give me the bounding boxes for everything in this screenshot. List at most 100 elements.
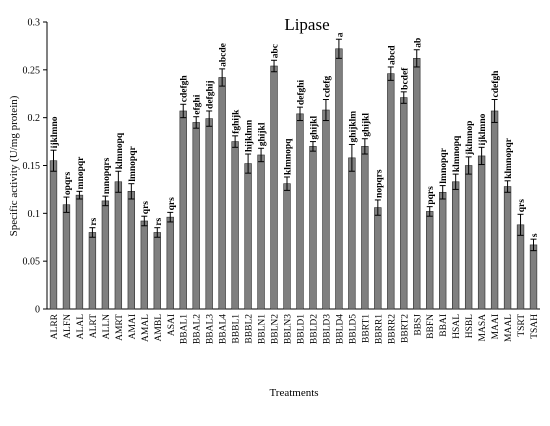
significance-label: ghijkl [361, 113, 371, 137]
category-label: BBLN1 [258, 314, 268, 344]
significance-label: ab [413, 38, 423, 48]
significance-label: pqrs [426, 186, 436, 205]
significance-label: klmnopq [284, 138, 294, 175]
bar-masa [477, 155, 486, 310]
category-label: ALRT [89, 314, 99, 338]
significance-label: abc [271, 44, 281, 58]
bar-bbfn [426, 211, 434, 310]
bar-hsbl [464, 165, 473, 310]
bar-bbrt1 [361, 146, 369, 310]
category-label: BBAL2 [193, 314, 203, 344]
category-label: BBAL4 [219, 314, 229, 344]
significance-label: qrs [141, 201, 151, 215]
category-label: BBAL1 [180, 314, 190, 344]
significance-label: ijklmno [50, 116, 60, 148]
bar-maal [503, 186, 512, 310]
category-label: ALRR [50, 313, 60, 339]
category-label: MAAL [504, 314, 514, 342]
bar-bbld4 [335, 48, 343, 310]
bar-alln [101, 200, 110, 310]
category-label: BBBL1 [232, 314, 242, 344]
y-tick-label: 0.05 [23, 257, 41, 268]
chart-marks: 0 0.05 0.1 0.15 0.2 0.25 0.3 ijklmno ALRR opqrs AL… [23, 18, 541, 345]
category-label: BBRR2 [387, 314, 397, 344]
bar-bbrt2 [400, 97, 408, 310]
significance-label: qrs [167, 197, 177, 211]
y-tick-label: 0.15 [23, 161, 41, 172]
significance-label: defghij [206, 80, 216, 109]
bar-bbrr2 [387, 73, 395, 310]
category-label: BBBL2 [245, 314, 255, 344]
bar-bbbl1 [231, 141, 239, 310]
category-label: BBLD1 [296, 314, 306, 344]
significance-label: jklmnop [465, 121, 475, 156]
category-label: BBAL3 [206, 314, 216, 344]
bar-alrt [88, 232, 97, 310]
significance-label: klmnopq [115, 132, 125, 169]
category-label: BBLD5 [348, 314, 358, 344]
significance-label: nopqrs [374, 169, 384, 198]
bar-alrr [49, 160, 58, 310]
bar-ambl [153, 232, 161, 310]
significance-label: mnopqr [76, 156, 86, 190]
category-label: BBLD2 [309, 314, 319, 344]
bar-bbal2 [192, 122, 200, 310]
bar-bbld5 [348, 157, 356, 310]
bar-hsal [451, 181, 460, 310]
y-axis-title: Specific activity (U/mg protein) [8, 95, 20, 236]
bar-asai [166, 216, 174, 310]
y-tick-label: 0.3 [28, 18, 41, 29]
bar-amai [127, 191, 136, 310]
category-label: BBRT1 [361, 314, 371, 343]
chart-title: Lipase [284, 15, 329, 34]
bar-bbal3 [205, 118, 213, 310]
significance-label: qrs [517, 199, 527, 213]
y-tick-label: 0.2 [28, 113, 41, 124]
category-label: BBFN [426, 314, 436, 339]
significance-label: hijklmn [245, 119, 255, 152]
bar-bbln3 [283, 183, 291, 310]
bar-bbal1 [179, 110, 187, 310]
x-axis-title: Treatments [269, 387, 318, 399]
category-label: ALLN [102, 314, 112, 339]
category-label: HSAL [452, 314, 462, 339]
significance-label: ghijkl [309, 115, 319, 139]
bar-maai [490, 110, 499, 310]
bar-amrt [114, 181, 123, 310]
significance-label: ghijklm [348, 111, 358, 143]
category-label: BBAI [439, 314, 449, 337]
bar-bbln2 [270, 65, 278, 310]
significance-label: bcdef [400, 67, 410, 90]
category-label: AMAI [128, 314, 138, 339]
bar-bbrr1 [374, 207, 382, 310]
significance-label: rs [89, 217, 99, 225]
category-label: TSAH [530, 314, 540, 339]
bar-bbal4 [218, 77, 226, 310]
category-label: BBRR1 [374, 314, 384, 344]
category-label: ASAI [167, 314, 177, 336]
bar-alal [75, 194, 84, 310]
bar-bbbl2 [244, 163, 252, 310]
significance-label: a [335, 32, 345, 37]
significance-label: fghijk [232, 109, 242, 134]
category-label: BBRT2 [400, 314, 410, 343]
bar-alfn [62, 204, 71, 310]
category-label: BBLD3 [322, 314, 332, 344]
y-tick-label: 0.25 [23, 65, 41, 76]
bar-bbsj [413, 58, 421, 310]
category-label: BBLN3 [284, 314, 294, 344]
bar-bbld3 [322, 109, 330, 310]
significance-label: cdefg [322, 76, 332, 98]
bar-bbln1 [257, 154, 265, 310]
significance-label: klmnopq [452, 135, 462, 172]
significance-label: lmnopqr [128, 146, 138, 182]
bar-bbld2 [309, 146, 317, 310]
significance-label: opqrs [63, 172, 73, 196]
significance-label: abcde [219, 43, 229, 67]
y-tick-label: 0.1 [28, 209, 41, 220]
significance-label: abcd [387, 45, 397, 65]
significance-label: klmnopqr [504, 137, 514, 178]
significance-label: cdefgh [180, 75, 190, 103]
significance-label: efghi [193, 94, 203, 114]
